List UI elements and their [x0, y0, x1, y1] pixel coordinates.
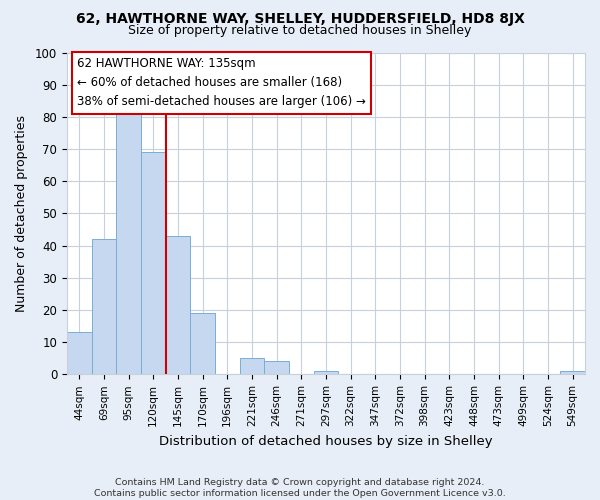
Text: Contains HM Land Registry data © Crown copyright and database right 2024.
Contai: Contains HM Land Registry data © Crown c…	[94, 478, 506, 498]
Bar	[141, 152, 166, 374]
Y-axis label: Number of detached properties: Number of detached properties	[15, 115, 28, 312]
Bar	[264, 362, 289, 374]
Bar	[239, 358, 264, 374]
Bar	[92, 239, 116, 374]
Text: 62 HAWTHORNE WAY: 135sqm
← 60% of detached houses are smaller (168)
38% of semi-: 62 HAWTHORNE WAY: 135sqm ← 60% of detach…	[77, 58, 366, 108]
Text: 62, HAWTHORNE WAY, SHELLEY, HUDDERSFIELD, HD8 8JX: 62, HAWTHORNE WAY, SHELLEY, HUDDERSFIELD…	[76, 12, 524, 26]
Bar	[560, 371, 585, 374]
X-axis label: Distribution of detached houses by size in Shelley: Distribution of detached houses by size …	[159, 434, 493, 448]
Bar	[190, 313, 215, 374]
Bar	[116, 114, 141, 374]
Bar	[166, 236, 190, 374]
Bar	[314, 371, 338, 374]
Text: Size of property relative to detached houses in Shelley: Size of property relative to detached ho…	[128, 24, 472, 37]
Bar	[67, 332, 92, 374]
